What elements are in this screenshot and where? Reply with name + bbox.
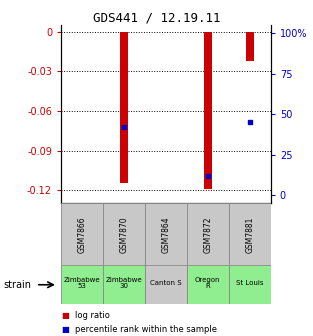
- Bar: [61, 203, 103, 265]
- Bar: [103, 203, 145, 265]
- Bar: [145, 203, 187, 265]
- Text: GSM7870: GSM7870: [120, 216, 128, 253]
- Bar: [229, 203, 271, 265]
- Text: GSM7866: GSM7866: [78, 216, 86, 253]
- Text: Oregon
R: Oregon R: [195, 277, 221, 289]
- Bar: [187, 265, 229, 304]
- Text: GSM7872: GSM7872: [203, 216, 212, 253]
- Text: strain: strain: [3, 280, 31, 290]
- Text: GSM7881: GSM7881: [245, 216, 254, 253]
- Text: GDS441 / 12.19.11: GDS441 / 12.19.11: [93, 12, 220, 25]
- Text: GSM7864: GSM7864: [162, 216, 170, 253]
- Text: percentile rank within the sample: percentile rank within the sample: [75, 325, 217, 334]
- Text: Zimbabwe
30: Zimbabwe 30: [105, 277, 142, 289]
- Bar: [246, 32, 254, 61]
- Bar: [187, 203, 229, 265]
- Bar: [145, 265, 187, 304]
- Text: St Louis: St Louis: [236, 280, 264, 286]
- Bar: [103, 265, 145, 304]
- Text: ■: ■: [61, 311, 69, 320]
- Text: log ratio: log ratio: [75, 311, 110, 320]
- Bar: [61, 265, 103, 304]
- Bar: [204, 32, 212, 189]
- Bar: [120, 32, 128, 183]
- Text: Canton S: Canton S: [150, 280, 182, 286]
- Text: ■: ■: [61, 325, 69, 334]
- Text: Zimbabwe
53: Zimbabwe 53: [64, 277, 100, 289]
- Bar: [229, 265, 271, 304]
